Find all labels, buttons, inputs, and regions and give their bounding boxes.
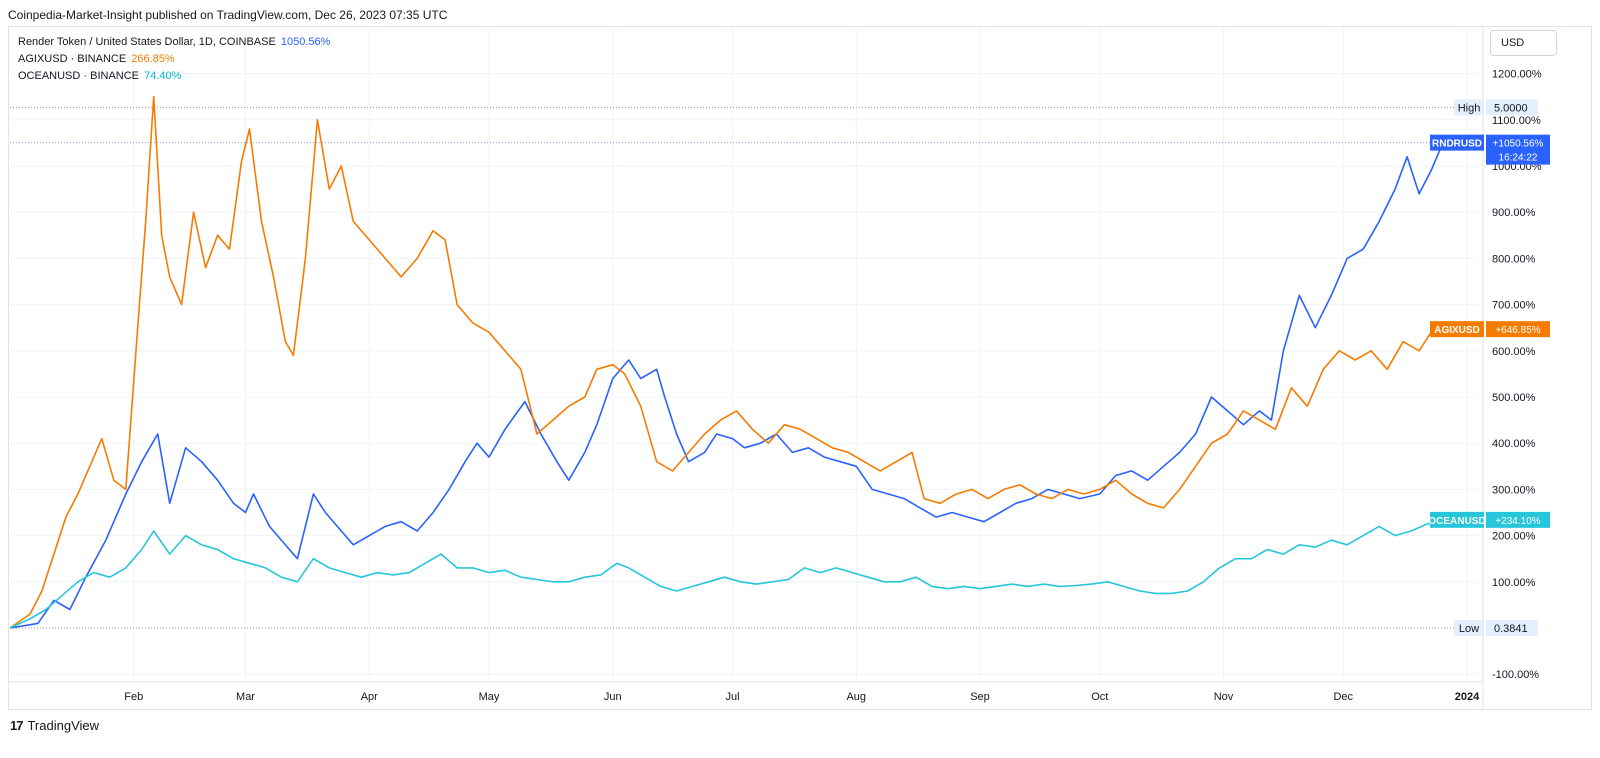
y-tick-label: 1100.00% — [1492, 115, 1541, 127]
series-name-tag — [1430, 511, 1484, 528]
y-tick-label: -100.00% — [1492, 669, 1539, 681]
y-tick-label: 800.00% — [1492, 253, 1536, 265]
series-name-tag — [1430, 321, 1484, 338]
published-header: Coinpedia-Market-Insight published on Tr… — [8, 8, 448, 22]
low-marker-tag — [1454, 620, 1484, 636]
x-tick-label: Dec — [1333, 691, 1353, 703]
y-tick-label: 200.00% — [1492, 531, 1536, 543]
legend-row-rndr[interactable]: Render Token / United States Dollar, 1D,… — [18, 34, 332, 51]
x-tick-label: May — [479, 691, 500, 703]
x-tick-label: Sep — [970, 691, 990, 703]
series-name-tag — [1430, 134, 1484, 151]
x-tick-label: Jul — [725, 691, 739, 703]
legend-symbol: OCEANUSD · BINANCE — [18, 70, 140, 82]
y-tick-label: 300.00% — [1492, 484, 1536, 496]
currency-button[interactable]: USD — [1490, 30, 1557, 56]
series-name-label: AGIXUSD — [1434, 325, 1480, 336]
high-marker-tag — [1454, 99, 1484, 116]
low-value-tag — [1486, 620, 1538, 636]
x-tick-label: Oct — [1091, 691, 1108, 703]
series-line-agixusd — [9, 95, 1444, 629]
legend-row-ocean[interactable]: OCEANUSD · BINANCE 74.40% — [18, 68, 332, 85]
legend-symbol: Render Token / United States Dollar, 1D,… — [18, 36, 276, 48]
x-tick-label: Jun — [604, 691, 622, 703]
x-tick-label: 2024 — [1455, 691, 1480, 703]
tradingview-logo[interactable]: 17 TradingView — [10, 718, 99, 733]
series-name-label: OCEANUSD — [1428, 516, 1485, 527]
tradingview-icon: 17 — [10, 718, 24, 733]
low-marker-label: Low — [1459, 623, 1479, 635]
series-value-label: +646.85% — [1495, 325, 1540, 336]
high-value-label: 5.0000 — [1494, 102, 1528, 114]
series-name-label: RNDRUSD — [1432, 139, 1482, 150]
high-marker-label: High — [1458, 102, 1481, 114]
legend-value: 74.40% — [144, 70, 182, 82]
legend-value: 1050.56% — [280, 36, 331, 48]
x-tick-label: Nov — [1214, 691, 1234, 703]
y-tick-label: 500.00% — [1492, 392, 1536, 404]
brand-label: TradingView — [27, 718, 100, 733]
series-value-tag — [1486, 134, 1550, 165]
series-line-rndrusd — [9, 142, 1444, 629]
series-value-tag — [1486, 321, 1550, 338]
legend-symbol: AGIXUSD · BINANCE — [18, 53, 127, 65]
y-tick-label: 900.00% — [1492, 207, 1536, 219]
legend-value: 266.85% — [131, 53, 175, 65]
x-tick-label: Feb — [124, 691, 143, 703]
low-value-label: 0.3841 — [1494, 623, 1528, 635]
x-tick-label: Aug — [846, 691, 866, 703]
series-value-label: +234.10% — [1495, 516, 1540, 527]
series-line-oceanusd — [9, 519, 1444, 629]
y-tick-label: 400.00% — [1492, 438, 1536, 450]
legend: Render Token / United States Dollar, 1D,… — [18, 34, 332, 85]
y-tick-label: 1200.00% — [1492, 69, 1542, 81]
series-countdown-label: 16:24:22 — [1499, 153, 1538, 164]
high-value-tag — [1486, 99, 1538, 116]
x-tick-label: Mar — [236, 691, 255, 703]
series-value-label: +1050.56% — [1493, 139, 1544, 150]
x-tick-label: Apr — [361, 691, 378, 703]
y-tick-label: 100.00% — [1492, 577, 1536, 589]
chart-frame — [8, 26, 1592, 710]
y-tick-label: 700.00% — [1492, 300, 1536, 312]
legend-row-agix[interactable]: AGIXUSD · BINANCE 266.85% — [18, 51, 332, 68]
y-tick-label: 600.00% — [1492, 346, 1536, 358]
series-value-tag — [1486, 511, 1550, 528]
